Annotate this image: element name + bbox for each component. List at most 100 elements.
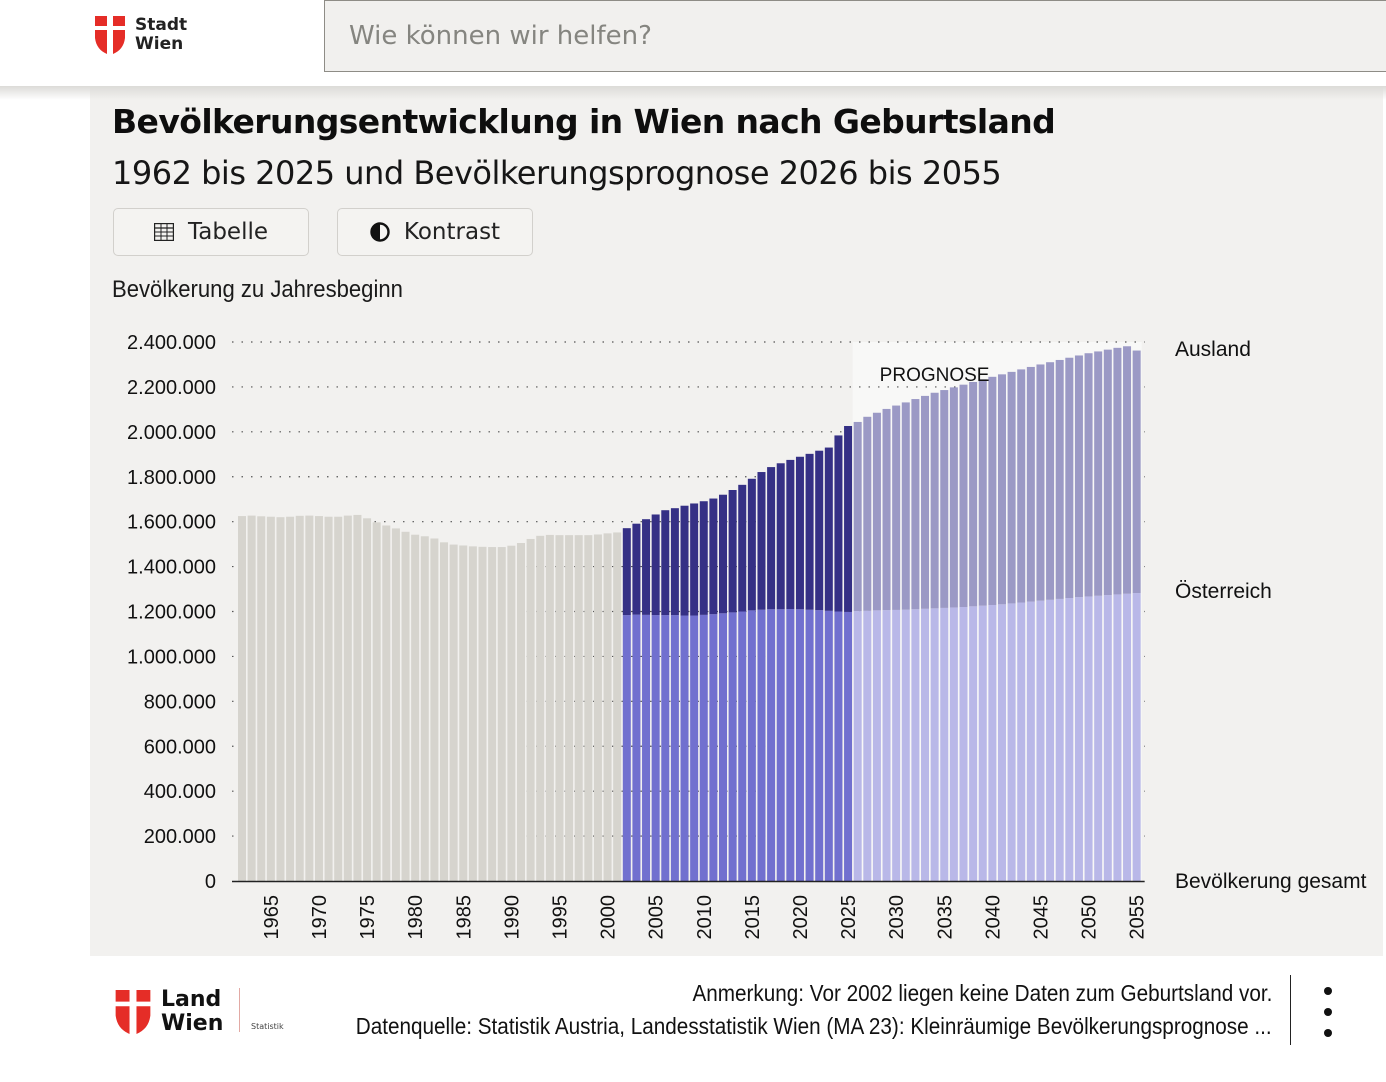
bar-ausland-2035[interactable] — [940, 390, 949, 608]
bar-gesamt-1971[interactable] — [324, 516, 333, 881]
bar-oesterreich-2011[interactable] — [709, 614, 718, 881]
bar-oesterreich-2027[interactable] — [863, 610, 872, 881]
bar-gesamt-1979[interactable] — [401, 531, 410, 881]
bar-ausland-2028[interactable] — [872, 412, 881, 611]
bar-ausland-2038[interactable] — [969, 381, 978, 607]
bar-ausland-2021[interactable] — [805, 453, 814, 610]
search-box[interactable] — [324, 0, 1386, 72]
bar-oesterreich-2022[interactable] — [815, 610, 824, 881]
bar-gesamt-1981[interactable] — [420, 536, 429, 881]
bar-oesterreich-2026[interactable] — [853, 611, 862, 881]
bar-ausland-2042[interactable] — [1007, 371, 1016, 604]
bar-oesterreich-2016[interactable] — [757, 609, 766, 881]
bar-oesterreich-2051[interactable] — [1094, 595, 1103, 881]
bar-oesterreich-2040[interactable] — [988, 604, 997, 881]
legend-gesamt[interactable]: Bevölkerung gesamt — [1175, 870, 1367, 893]
table-button[interactable]: Tabelle — [113, 208, 309, 256]
bar-gesamt-1984[interactable] — [449, 544, 458, 881]
bar-ausland-2011[interactable] — [709, 498, 718, 615]
bar-oesterreich-2025[interactable] — [844, 611, 853, 881]
bar-oesterreich-2043[interactable] — [1017, 602, 1026, 881]
bar-gesamt-1991[interactable] — [516, 543, 525, 881]
bar-ausland-2020[interactable] — [795, 456, 804, 610]
bar-oesterreich-2009[interactable] — [690, 615, 699, 881]
bar-oesterreich-2017[interactable] — [767, 609, 776, 881]
bar-oesterreich-2021[interactable] — [805, 609, 814, 881]
search-input[interactable] — [325, 1, 1386, 71]
bar-ausland-2015[interactable] — [747, 478, 756, 611]
bar-ausland-2027[interactable] — [863, 416, 872, 611]
bar-gesamt-1964[interactable] — [257, 516, 266, 881]
bar-gesamt-1963[interactable] — [247, 515, 256, 881]
bar-gesamt-1997[interactable] — [574, 535, 583, 881]
bar-gesamt-1965[interactable] — [266, 516, 275, 881]
bar-ausland-2016[interactable] — [757, 472, 766, 610]
data-source[interactable]: Datenquelle: Statistik Austria, Landesst… — [356, 1013, 1272, 1039]
bar-oesterreich-2010[interactable] — [699, 614, 708, 881]
bar-oesterreich-2044[interactable] — [1026, 601, 1035, 881]
bar-oesterreich-2041[interactable] — [997, 604, 1006, 881]
stadt-wien-logo[interactable]: Stadt Wien — [95, 16, 187, 54]
bar-oesterreich-2049[interactable] — [1074, 597, 1083, 881]
bar-ausland-2039[interactable] — [978, 379, 987, 606]
bar-oesterreich-2018[interactable] — [776, 609, 785, 881]
bar-gesamt-2000[interactable] — [603, 533, 612, 881]
bar-oesterreich-2046[interactable] — [1046, 599, 1055, 881]
bar-gesamt-1994[interactable] — [545, 534, 554, 881]
bar-oesterreich-2004[interactable] — [642, 614, 651, 881]
bar-oesterreich-2023[interactable] — [824, 610, 833, 881]
bar-ausland-2045[interactable] — [1036, 364, 1045, 601]
bar-gesamt-2001[interactable] — [613, 532, 622, 881]
bar-ausland-2030[interactable] — [892, 405, 901, 610]
bar-ausland-2003[interactable] — [632, 523, 641, 615]
bar-gesamt-1990[interactable] — [507, 545, 516, 881]
bar-gesamt-1977[interactable] — [382, 525, 391, 881]
bar-ausland-2002[interactable] — [622, 528, 631, 616]
bar-gesamt-1988[interactable] — [488, 547, 497, 881]
bar-oesterreich-2014[interactable] — [738, 611, 747, 882]
bar-gesamt-1980[interactable] — [411, 534, 420, 881]
bar-gesamt-1992[interactable] — [526, 538, 535, 881]
more-options-button[interactable] — [1316, 987, 1340, 1037]
bar-oesterreich-2006[interactable] — [661, 615, 670, 881]
bar-ausland-2008[interactable] — [680, 505, 689, 616]
bar-ausland-2017[interactable] — [767, 467, 776, 610]
bar-oesterreich-2008[interactable] — [680, 615, 689, 881]
bar-oesterreich-2050[interactable] — [1084, 596, 1093, 881]
bar-gesamt-1970[interactable] — [314, 516, 323, 881]
bar-oesterreich-2035[interactable] — [940, 607, 949, 881]
bar-ausland-2026[interactable] — [853, 421, 862, 612]
bar-ausland-2023[interactable] — [824, 447, 833, 611]
bar-gesamt-1966[interactable] — [276, 517, 285, 881]
bar-oesterreich-2013[interactable] — [728, 612, 737, 881]
bar-gesamt-1972[interactable] — [334, 516, 343, 881]
bar-ausland-2032[interactable] — [911, 399, 920, 610]
bar-oesterreich-2005[interactable] — [651, 615, 660, 881]
bar-ausland-2018[interactable] — [776, 463, 785, 610]
bar-ausland-2036[interactable] — [949, 387, 958, 608]
bar-ausland-2014[interactable] — [738, 484, 747, 612]
bar-ausland-2019[interactable] — [786, 459, 795, 610]
bar-oesterreich-2054[interactable] — [1123, 593, 1132, 881]
bar-ausland-2055[interactable] — [1132, 350, 1141, 594]
bar-ausland-2047[interactable] — [1055, 359, 1064, 599]
bar-oesterreich-2029[interactable] — [882, 610, 891, 881]
bar-ausland-2010[interactable] — [699, 501, 708, 615]
bar-ausland-2048[interactable] — [1065, 357, 1074, 599]
bar-oesterreich-2030[interactable] — [892, 609, 901, 881]
bar-ausland-2054[interactable] — [1123, 346, 1132, 594]
bar-gesamt-1998[interactable] — [584, 535, 593, 881]
bar-oesterreich-2038[interactable] — [969, 606, 978, 881]
bar-ausland-2029[interactable] — [882, 408, 891, 611]
bar-gesamt-1976[interactable] — [372, 522, 381, 881]
bar-oesterreich-2055[interactable] — [1132, 593, 1141, 881]
bar-gesamt-1967[interactable] — [286, 516, 295, 881]
bar-oesterreich-2033[interactable] — [921, 608, 930, 881]
bar-oesterreich-2045[interactable] — [1036, 600, 1045, 881]
bar-ausland-2004[interactable] — [642, 519, 651, 615]
bar-oesterreich-2053[interactable] — [1113, 594, 1122, 881]
bar-gesamt-1999[interactable] — [593, 534, 602, 881]
legend-ausland[interactable]: Ausland — [1175, 338, 1251, 361]
bar-oesterreich-2036[interactable] — [949, 607, 958, 881]
bar-ausland-2040[interactable] — [988, 376, 997, 605]
